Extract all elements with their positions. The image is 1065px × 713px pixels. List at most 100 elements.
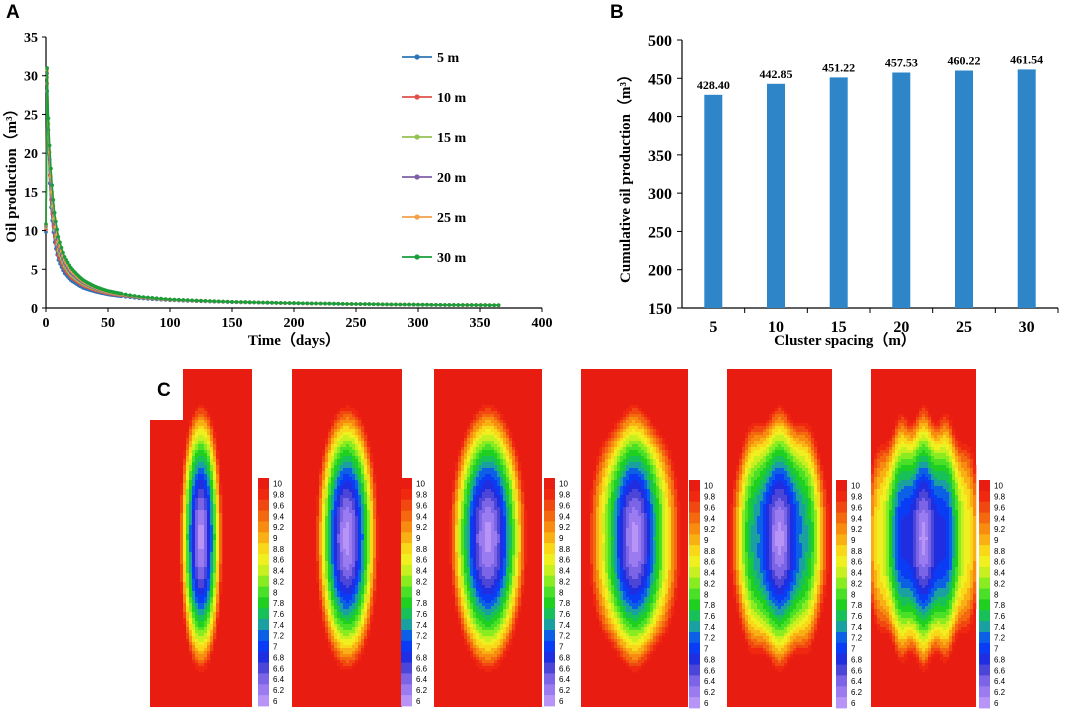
contour-cell bbox=[352, 663, 356, 667]
contour-cell bbox=[497, 483, 501, 487]
contour-cell bbox=[358, 558, 362, 562]
contour-cell bbox=[367, 450, 371, 454]
contour-cell bbox=[180, 486, 184, 490]
series-point bbox=[150, 296, 155, 300]
contour-cell bbox=[216, 510, 220, 514]
contour-cell bbox=[207, 417, 211, 421]
contour-cell bbox=[180, 570, 184, 574]
contour-cell bbox=[364, 603, 368, 607]
contour-cell bbox=[512, 489, 516, 493]
contour-cell bbox=[352, 534, 356, 538]
contour-cell bbox=[201, 534, 205, 538]
contour-cell bbox=[515, 600, 519, 604]
contour-cell bbox=[198, 405, 202, 409]
contour-cell bbox=[328, 642, 332, 646]
contour-cell bbox=[497, 432, 501, 436]
contour-cell bbox=[470, 558, 474, 562]
plot-b-x-tick-label: 15 bbox=[831, 319, 847, 336]
contour-cell bbox=[204, 636, 208, 640]
contour-cell bbox=[189, 582, 193, 586]
contour-cell bbox=[482, 582, 486, 586]
contour-cell bbox=[210, 597, 214, 601]
contour-cell bbox=[361, 489, 365, 493]
contour-cell bbox=[509, 618, 513, 622]
contour-cell bbox=[201, 438, 205, 442]
contour-cell bbox=[213, 576, 217, 580]
series-point bbox=[318, 301, 323, 306]
contour-cell bbox=[370, 549, 374, 553]
contour-cell bbox=[337, 501, 341, 505]
contour-cell bbox=[334, 474, 338, 478]
contour-cell bbox=[349, 546, 353, 550]
contour-cell bbox=[452, 552, 456, 556]
contour-cell bbox=[376, 552, 380, 556]
contour-cell bbox=[198, 423, 202, 427]
contour-cell bbox=[322, 618, 326, 622]
contour-cell bbox=[195, 555, 199, 559]
contour-cell bbox=[506, 531, 510, 535]
contour-cell bbox=[506, 513, 510, 517]
contour-cell bbox=[183, 477, 187, 481]
contour-cell bbox=[488, 411, 492, 415]
contour-cell bbox=[467, 513, 471, 517]
contour-cell bbox=[355, 519, 359, 523]
contour-cell bbox=[482, 471, 486, 475]
contour-cell bbox=[328, 474, 332, 478]
contour-cell bbox=[195, 450, 199, 454]
contour-cell bbox=[213, 531, 217, 535]
contour-cell bbox=[355, 450, 359, 454]
contour-cell bbox=[349, 465, 353, 469]
contour-cell bbox=[464, 471, 468, 475]
contour-cell bbox=[358, 471, 362, 475]
contour-cell bbox=[449, 519, 453, 523]
contour-cell bbox=[361, 447, 365, 451]
contour-cell bbox=[479, 471, 483, 475]
contour-cell bbox=[515, 618, 519, 622]
contour-cell bbox=[189, 531, 193, 535]
contour-cell bbox=[364, 570, 368, 574]
contour-cell bbox=[506, 429, 510, 433]
contour-cell bbox=[343, 495, 347, 499]
contour-cell bbox=[473, 495, 477, 499]
contour-cell bbox=[198, 594, 202, 598]
contour-cell bbox=[476, 459, 480, 463]
contour-cell bbox=[195, 585, 199, 589]
contour-cell bbox=[461, 486, 465, 490]
contour-cell bbox=[518, 495, 522, 499]
contour-cell bbox=[485, 534, 489, 538]
contour-cell bbox=[337, 495, 341, 499]
contour-cell bbox=[334, 609, 338, 613]
contour-cell bbox=[186, 456, 190, 460]
contour-cell bbox=[213, 615, 217, 619]
contour-cell bbox=[515, 594, 519, 598]
contour-cell bbox=[479, 555, 483, 559]
series-point bbox=[47, 143, 52, 148]
contour-cell bbox=[180, 489, 184, 493]
contour-cell bbox=[479, 594, 483, 598]
contour-cell bbox=[476, 462, 480, 466]
contour-cell bbox=[506, 468, 510, 472]
contour-cell bbox=[458, 462, 462, 466]
contour-cell bbox=[497, 558, 501, 562]
contour-cell bbox=[479, 570, 483, 574]
contour-cell bbox=[503, 576, 507, 580]
contour-cell bbox=[355, 423, 359, 427]
contour-cell bbox=[494, 624, 498, 628]
contour-cell bbox=[509, 522, 513, 526]
contour-cell bbox=[515, 489, 519, 493]
contour-cell bbox=[213, 510, 217, 514]
contour-cell bbox=[195, 534, 199, 538]
contour-cell bbox=[201, 543, 205, 547]
contour-cell bbox=[461, 546, 465, 550]
contour-cell bbox=[452, 543, 456, 547]
plot-b-bars bbox=[704, 69, 1036, 309]
contour-cell bbox=[346, 642, 350, 646]
contour-cell bbox=[319, 513, 323, 517]
contour-cell bbox=[337, 498, 341, 502]
contour-cell bbox=[485, 498, 489, 502]
contour-cell bbox=[180, 504, 184, 508]
contour-cell bbox=[473, 477, 477, 481]
contour-cell bbox=[198, 636, 202, 640]
contour-cell bbox=[180, 558, 184, 562]
contour-cell bbox=[488, 507, 492, 511]
